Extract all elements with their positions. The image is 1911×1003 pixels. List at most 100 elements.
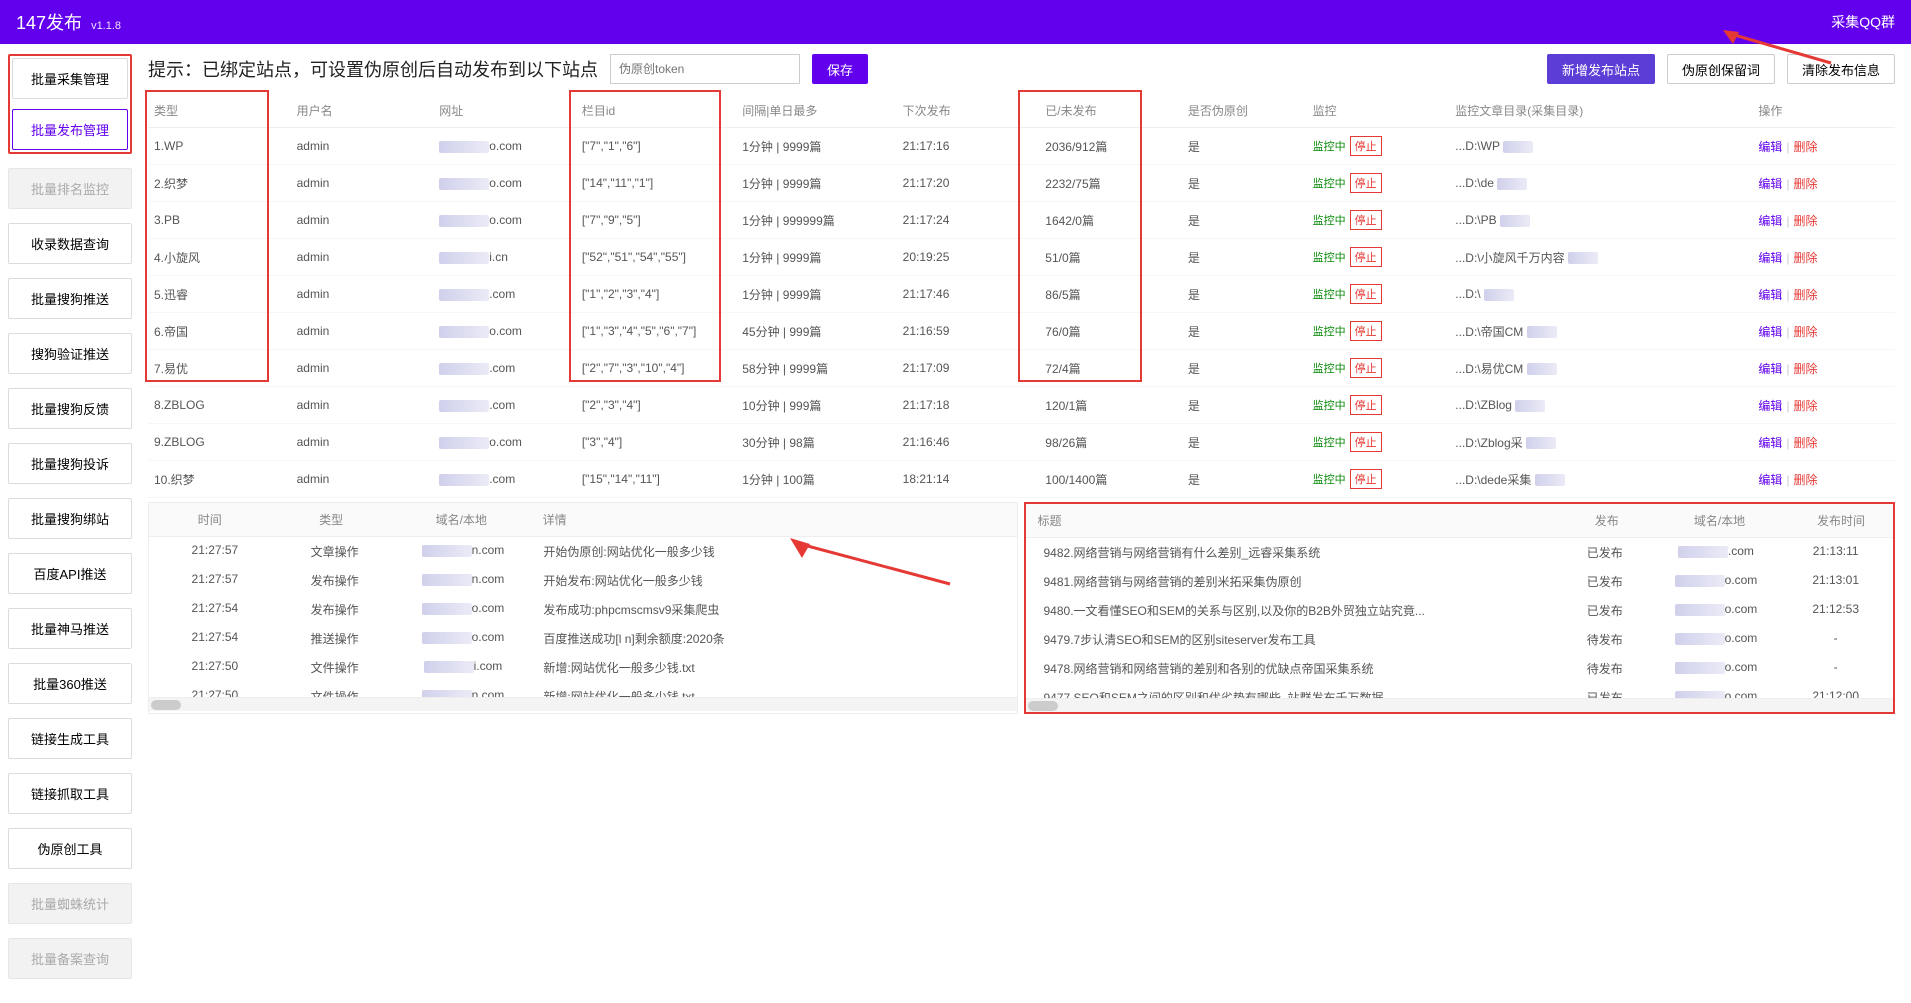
save-button[interactable]: 保存 [812, 54, 868, 84]
log-left-th: 时间 [149, 503, 270, 536]
add-site-button[interactable]: 新增发布站点 [1547, 54, 1655, 84]
cell: ["2","3","4"] [576, 387, 736, 424]
cell: 1分钟 | 9999篇 [736, 276, 896, 313]
table-row: 10.织梦admin.com["15","14","11"]1分钟 | 100篇… [148, 461, 1895, 498]
sites-th-3: 栏目id [576, 94, 736, 128]
app-version: v1.1.8 [91, 20, 121, 32]
monitor-stop-button[interactable]: 停止 [1350, 469, 1382, 489]
cell: 是 [1182, 313, 1307, 350]
app-title: 147发布 [16, 13, 82, 33]
sidebar-item-collect-mgmt[interactable]: 批量采集管理 [12, 58, 128, 99]
monitor-stop-button[interactable]: 停止 [1350, 136, 1382, 156]
scrollbar-right[interactable] [1026, 698, 1894, 712]
delete-link[interactable]: 删除 [1793, 362, 1817, 376]
cell: 1分钟 | 9999篇 [736, 165, 896, 202]
monitor-stop-button[interactable]: 停止 [1350, 395, 1382, 415]
edit-link[interactable]: 编辑 [1758, 399, 1782, 413]
sidebar-item-4[interactable]: 批量搜狗反馈 [8, 388, 132, 429]
cell: 30分钟 | 98篇 [736, 424, 896, 461]
monitor-stop-button[interactable]: 停止 [1350, 173, 1382, 193]
delete-link[interactable]: 删除 [1793, 251, 1817, 265]
sidebar-item-1[interactable]: 收录数据查询 [8, 223, 132, 264]
cell: 2.织梦 [148, 165, 291, 202]
sites-th-7: 是否伪原创 [1182, 94, 1307, 128]
delete-link[interactable]: 删除 [1793, 177, 1817, 191]
cell: ["15","14","11"] [576, 461, 736, 498]
delete-link[interactable]: 删除 [1793, 325, 1817, 339]
cell: 4.小旋风 [148, 239, 291, 276]
edit-link[interactable]: 编辑 [1758, 288, 1782, 302]
edit-link[interactable]: 编辑 [1758, 325, 1782, 339]
cell: ...D:\de [1449, 165, 1752, 202]
sites-th-4: 间隔|单日最多 [736, 94, 896, 128]
cell: 5.迅睿 [148, 276, 291, 313]
log-row: 9477.SEO和SEM之间的区别和优劣势有哪些_站群发布千万数据已发布o.co… [1026, 683, 1894, 698]
edit-link[interactable]: 编辑 [1758, 436, 1782, 450]
sidebar-item-5[interactable]: 批量搜狗投诉 [8, 443, 132, 484]
cell: 10分钟 | 999篇 [736, 387, 896, 424]
cell: 监控中停止 [1307, 313, 1450, 350]
monitor-stop-button[interactable]: 停止 [1350, 284, 1382, 304]
delete-link[interactable]: 删除 [1793, 140, 1817, 154]
log-row: 21:27:54发布操作o.com发布成功:phpcmscmsv9采集爬虫 [149, 595, 1017, 624]
delete-link[interactable]: 删除 [1793, 436, 1817, 450]
cell: .com [433, 276, 576, 313]
edit-link[interactable]: 编辑 [1758, 473, 1782, 487]
log-row: 21:27:50文件操作n.com新增:网站优化一般多少钱.txt [149, 682, 1017, 697]
sidebar-item-3[interactable]: 搜狗验证推送 [8, 333, 132, 374]
monitor-on-label: 监控中 [1313, 474, 1346, 486]
blurred-domain [439, 363, 489, 375]
cell: 是 [1182, 424, 1307, 461]
sidebar-item-12[interactable]: 伪原创工具 [8, 828, 132, 869]
monitor-stop-button[interactable]: 停止 [1350, 432, 1382, 452]
cell: ...D:\PB [1449, 202, 1752, 239]
cell: 监控中停止 [1307, 387, 1450, 424]
sidebar-item-2[interactable]: 批量搜狗推送 [8, 278, 132, 319]
log-left-th: 域名/本地 [392, 503, 531, 536]
main-content: 提示：已绑定站点，可设置伪原创后自动发布到以下站点 保存 新增发布站点 伪原创保… [140, 44, 1911, 1003]
sidebar-item-6[interactable]: 批量搜狗绑站 [8, 498, 132, 539]
sidebar-item-7[interactable]: 百度API推送 [8, 553, 132, 594]
monitor-stop-button[interactable]: 停止 [1350, 247, 1382, 267]
monitor-stop-button[interactable]: 停止 [1350, 321, 1382, 341]
delete-link[interactable]: 删除 [1793, 288, 1817, 302]
cell: admin [291, 424, 434, 461]
monitor-on-label: 监控中 [1313, 215, 1346, 227]
delete-link[interactable]: 删除 [1793, 473, 1817, 487]
monitor-on-label: 监控中 [1313, 289, 1346, 301]
sidebar-item-8[interactable]: 批量神马推送 [8, 608, 132, 649]
sidebar-item-0: 批量排名监控 [8, 168, 132, 209]
cell: 是 [1182, 239, 1307, 276]
sidebar-item-10[interactable]: 链接生成工具 [8, 718, 132, 759]
cell: 21:17:16 [897, 128, 1040, 165]
table-row: 9.ZBLOGadmino.com["3","4"]30分钟 | 98篇21:1… [148, 424, 1895, 461]
edit-link[interactable]: 编辑 [1758, 177, 1782, 191]
cell: 编辑|删除 [1752, 461, 1895, 498]
delete-link[interactable]: 删除 [1793, 399, 1817, 413]
cell: i.cn [433, 239, 576, 276]
monitor-stop-button[interactable]: 停止 [1350, 358, 1382, 378]
sidebar-item-13: 批量蜘蛛统计 [8, 883, 132, 924]
sidebar-item-publish-mgmt[interactable]: 批量发布管理 [12, 109, 128, 150]
cell: 编辑|删除 [1752, 424, 1895, 461]
delete-link[interactable]: 删除 [1793, 214, 1817, 228]
cell: 编辑|删除 [1752, 165, 1895, 202]
sidebar-item-9[interactable]: 批量360推送 [8, 663, 132, 704]
keep-words-button[interactable]: 伪原创保留词 [1667, 54, 1775, 84]
edit-link[interactable]: 编辑 [1758, 140, 1782, 154]
edit-link[interactable]: 编辑 [1758, 362, 1782, 376]
monitor-stop-button[interactable]: 停止 [1350, 210, 1382, 230]
scrollbar-left[interactable] [149, 697, 1017, 711]
token-input[interactable] [610, 54, 800, 84]
cell: 1分钟 | 999999篇 [736, 202, 896, 239]
table-row: 7.易优admin.com["2","7","3","10","4"]58分钟 … [148, 350, 1895, 387]
edit-link[interactable]: 编辑 [1758, 251, 1782, 265]
qq-group-link[interactable]: 采集QQ群 [1831, 12, 1895, 32]
cell: 8.ZBLOG [148, 387, 291, 424]
edit-link[interactable]: 编辑 [1758, 214, 1782, 228]
cell: 2232/75篇 [1039, 165, 1182, 202]
clear-publish-button[interactable]: 清除发布信息 [1787, 54, 1895, 84]
cell: 是 [1182, 350, 1307, 387]
sidebar-item-11[interactable]: 链接抓取工具 [8, 773, 132, 814]
cell: 21:17:18 [897, 387, 1040, 424]
